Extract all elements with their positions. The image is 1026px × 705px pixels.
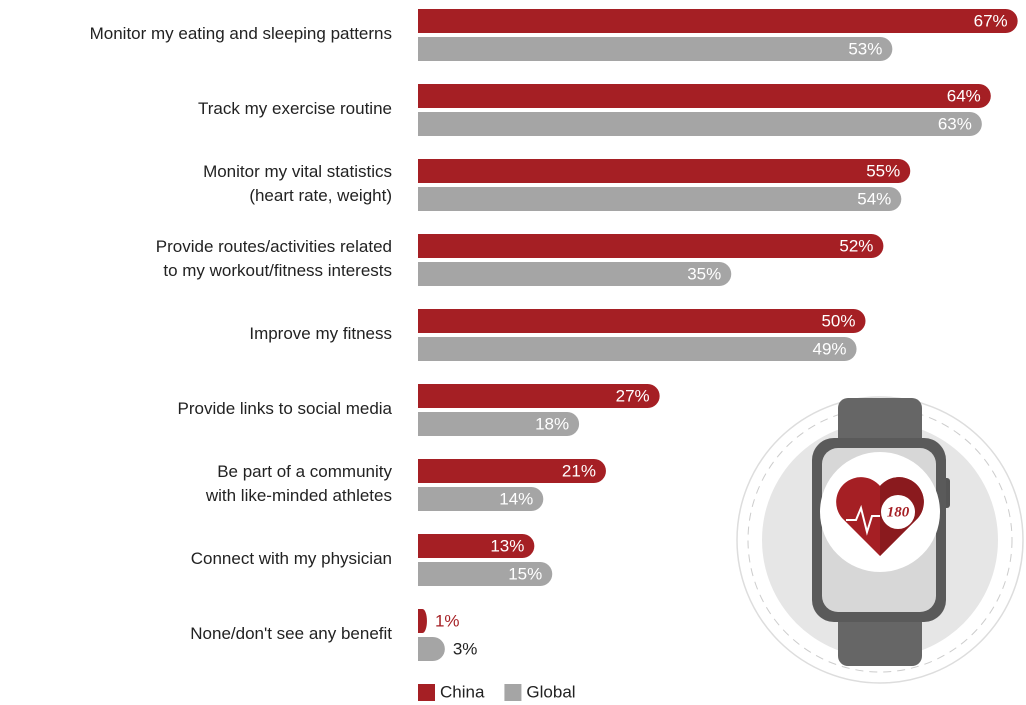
- bar: [418, 459, 606, 483]
- value-label: 1%: [435, 611, 460, 630]
- value-label: 14%: [499, 489, 533, 508]
- bar: [418, 412, 580, 436]
- value-label: 53%: [848, 39, 882, 58]
- legend-label: Global: [526, 682, 575, 701]
- bar: [418, 384, 660, 408]
- value-label: 13%: [490, 536, 524, 555]
- value-label: 54%: [857, 189, 891, 208]
- bar: [418, 187, 902, 211]
- category-label: None/don't see any benefit: [190, 624, 392, 643]
- value-label: 64%: [947, 86, 981, 105]
- value-label: 63%: [938, 114, 972, 133]
- bar: [418, 112, 982, 136]
- bar: [418, 159, 911, 183]
- legend-label: China: [440, 682, 485, 701]
- legend-swatch: [504, 684, 522, 701]
- bar: [418, 262, 732, 286]
- category-label: Provide links to social media: [177, 399, 392, 418]
- bar: [418, 84, 991, 108]
- bar: [418, 9, 1018, 33]
- heart-rate: 180: [887, 504, 910, 520]
- outer-ring: [736, 396, 1024, 684]
- bar: [418, 234, 884, 258]
- category-label: Monitor my eating and sleeping patterns: [89, 24, 392, 43]
- category-label: Provide routes/activities related to my …: [155, 237, 392, 280]
- value-label: 49%: [813, 339, 847, 358]
- bar: [418, 37, 893, 61]
- value-label: 52%: [839, 236, 873, 255]
- value-label: 21%: [562, 461, 596, 480]
- value-label: 15%: [508, 564, 542, 583]
- value-label: 3%: [453, 639, 478, 658]
- value-label: 18%: [535, 414, 569, 433]
- value-label: 67%: [974, 11, 1008, 30]
- category-label: Connect with my physician: [190, 549, 392, 568]
- value-label: 50%: [821, 311, 855, 330]
- value-label: 27%: [616, 386, 650, 405]
- pulse-line: [846, 504, 880, 536]
- value-label: 55%: [866, 161, 900, 180]
- watch-illustration: 180: [736, 396, 1024, 684]
- hr-badge: [881, 495, 915, 529]
- bar: [418, 609, 427, 633]
- category-label: Track my exercise routine: [198, 99, 392, 118]
- bar: [418, 534, 535, 558]
- legend-swatch: [418, 684, 435, 701]
- bar: [418, 337, 857, 361]
- category-label: Be part of a community with like-minded …: [205, 462, 392, 505]
- bar: [418, 562, 553, 586]
- bar: [418, 487, 544, 511]
- category-label: Monitor my vital statistics (heart rate,…: [203, 162, 392, 205]
- value-label: 35%: [687, 264, 721, 283]
- bar: [418, 637, 445, 661]
- category-label: Improve my fitness: [249, 324, 392, 343]
- bar: [418, 309, 866, 333]
